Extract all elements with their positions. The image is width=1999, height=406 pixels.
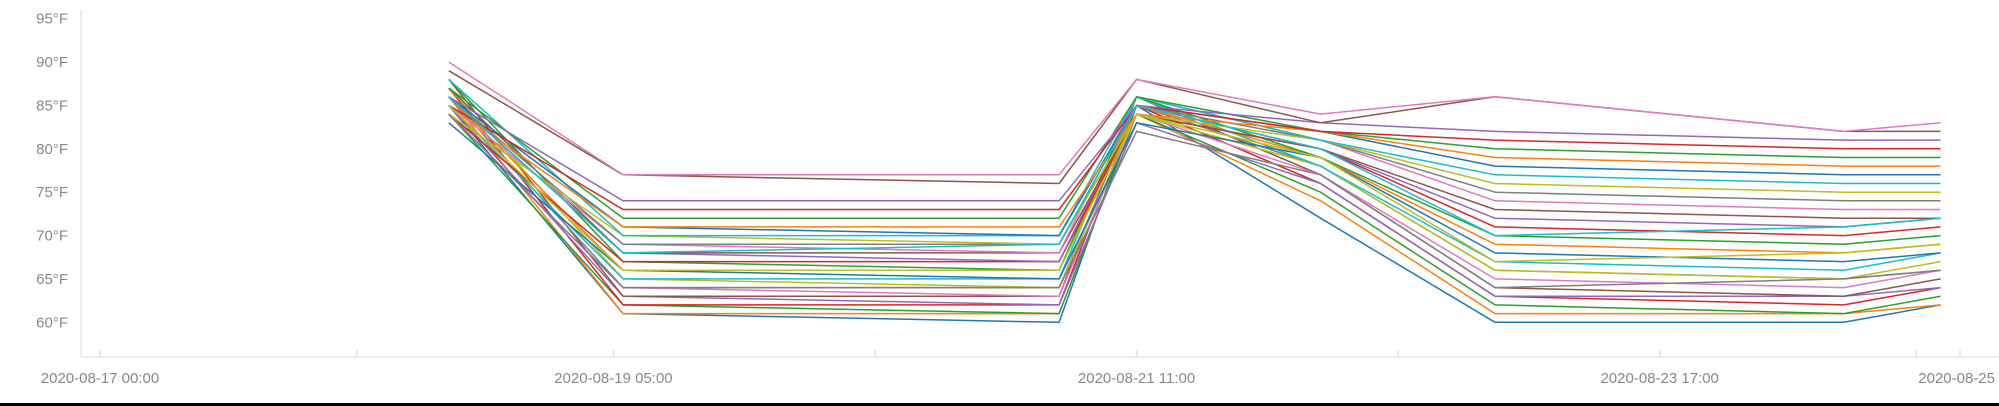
series-line-25 — [448, 96, 1941, 202]
series-line-29 — [448, 104, 1941, 272]
x-tick-label: 2020-08-17 00:00 — [41, 370, 159, 387]
y-axis-ticks: 60°F 65°F 70°F 75°F 80°F 85°F 90°F 95°F — [36, 11, 68, 332]
series-line-7 — [448, 113, 1941, 298]
window-bottom-edge — [0, 403, 1999, 406]
series-line-5 — [448, 104, 1941, 306]
y-tick-label: 70°F — [36, 228, 68, 245]
series-line-3 — [448, 113, 1941, 315]
y-tick-label: 85°F — [36, 97, 68, 114]
x-tick-label: 2020-08-23 17:00 — [1600, 370, 1718, 387]
series-line-28 — [448, 113, 1941, 289]
series-line-1 — [448, 104, 1941, 324]
series-line-27 — [448, 61, 1941, 176]
series-lines — [448, 61, 1941, 324]
y-tick-label: 65°F — [36, 271, 68, 288]
series-line-24 — [448, 104, 1941, 211]
x-tick-label: 2020-08-25 — [1918, 370, 1995, 387]
y-tick-label: 60°F — [36, 314, 68, 331]
y-tick-label: 90°F — [36, 54, 68, 71]
y-tick-label: 80°F — [36, 141, 68, 158]
series-line-11 — [448, 122, 1941, 280]
x-tick-label: 2020-08-19 05:00 — [554, 370, 672, 387]
series-line-30 — [448, 96, 1941, 254]
series-line-6 — [448, 78, 1941, 298]
series-line-20 — [448, 78, 1941, 237]
x-axis-ticks: 2020-08-17 00:00 2020-08-19 05:00 2020-08-… — [41, 350, 1995, 387]
series-line-23 — [448, 87, 1941, 219]
series-line-22 — [448, 104, 1941, 228]
x-tick-label: 2020-08-21 11:00 — [1078, 370, 1195, 387]
series-line-16 — [448, 87, 1941, 254]
y-tick-label: 95°F — [36, 11, 68, 28]
series-line-2 — [448, 96, 1941, 315]
y-tick-label: 75°F — [36, 184, 68, 201]
